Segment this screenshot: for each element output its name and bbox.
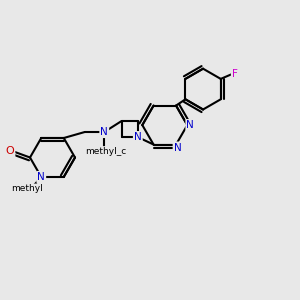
Text: N: N: [174, 142, 182, 153]
Text: N: N: [186, 120, 194, 130]
Text: N: N: [38, 172, 45, 182]
Text: F: F: [232, 69, 238, 80]
Text: methyl: methyl: [11, 184, 43, 194]
Text: methyl_c: methyl_c: [85, 147, 126, 156]
Text: O: O: [5, 146, 14, 157]
Text: N: N: [100, 127, 108, 137]
Text: N: N: [134, 132, 142, 142]
